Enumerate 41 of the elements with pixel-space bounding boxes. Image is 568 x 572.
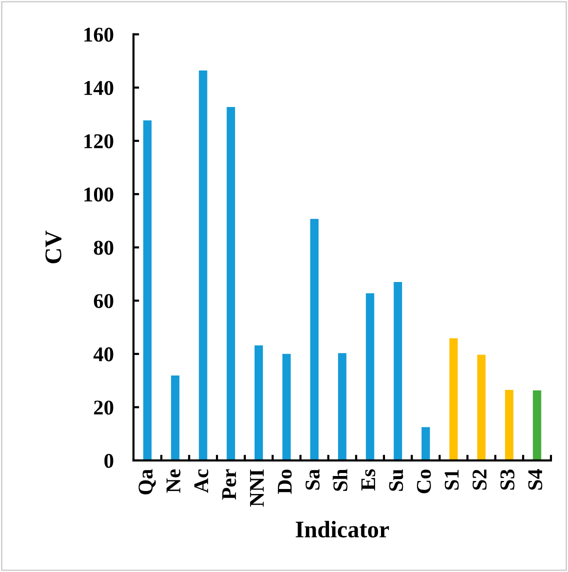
x-tick-label: Sa bbox=[306, 469, 320, 490]
x-tick-label: S2 bbox=[472, 470, 487, 490]
y-tick-label: 160 bbox=[84, 28, 114, 42]
x-tick-label: Ac bbox=[194, 469, 208, 493]
bar bbox=[394, 282, 402, 460]
bar bbox=[366, 293, 374, 460]
x-tick-label: S3 bbox=[500, 470, 514, 490]
y-tick-label: 20 bbox=[94, 400, 114, 415]
x-tick-label: Ne bbox=[166, 469, 180, 493]
x-tick-label: Su bbox=[389, 469, 404, 491]
x-tick-label: Co bbox=[416, 470, 431, 494]
y-tick-label: 60 bbox=[94, 294, 114, 308]
y-tick-label: 80 bbox=[94, 240, 114, 255]
y-tick-label: 140 bbox=[84, 80, 114, 96]
x-tick-label: NNI bbox=[250, 469, 264, 507]
bar bbox=[505, 390, 514, 460]
y-axis-title: CV bbox=[45, 230, 62, 264]
x-tick-label: Sh bbox=[332, 469, 348, 491]
x-tick-label: Per bbox=[222, 469, 236, 500]
bar bbox=[477, 354, 486, 460]
bar bbox=[532, 390, 542, 460]
x-axis-title: Indicator bbox=[296, 520, 389, 538]
bar bbox=[338, 353, 346, 460]
bar bbox=[254, 345, 263, 460]
y-tick-label: 40 bbox=[93, 347, 114, 362]
x-tick-label: Do bbox=[278, 470, 292, 494]
bar bbox=[143, 120, 152, 460]
x-tick-label: Es bbox=[361, 469, 376, 490]
y-tick-label: 100 bbox=[84, 187, 114, 202]
y-tick-label: 120 bbox=[84, 134, 114, 148]
x-tick-label: S4 bbox=[528, 469, 542, 490]
x-tick-label: Qa bbox=[138, 469, 156, 494]
y-tick-label: 0 bbox=[104, 454, 114, 468]
bar bbox=[171, 376, 180, 460]
bar bbox=[422, 427, 430, 460]
bar bbox=[226, 107, 236, 460]
bar bbox=[282, 354, 291, 460]
bar bbox=[310, 218, 319, 460]
x-tick-label: S1 bbox=[444, 470, 459, 490]
bar bbox=[198, 70, 208, 460]
bar bbox=[449, 338, 458, 460]
